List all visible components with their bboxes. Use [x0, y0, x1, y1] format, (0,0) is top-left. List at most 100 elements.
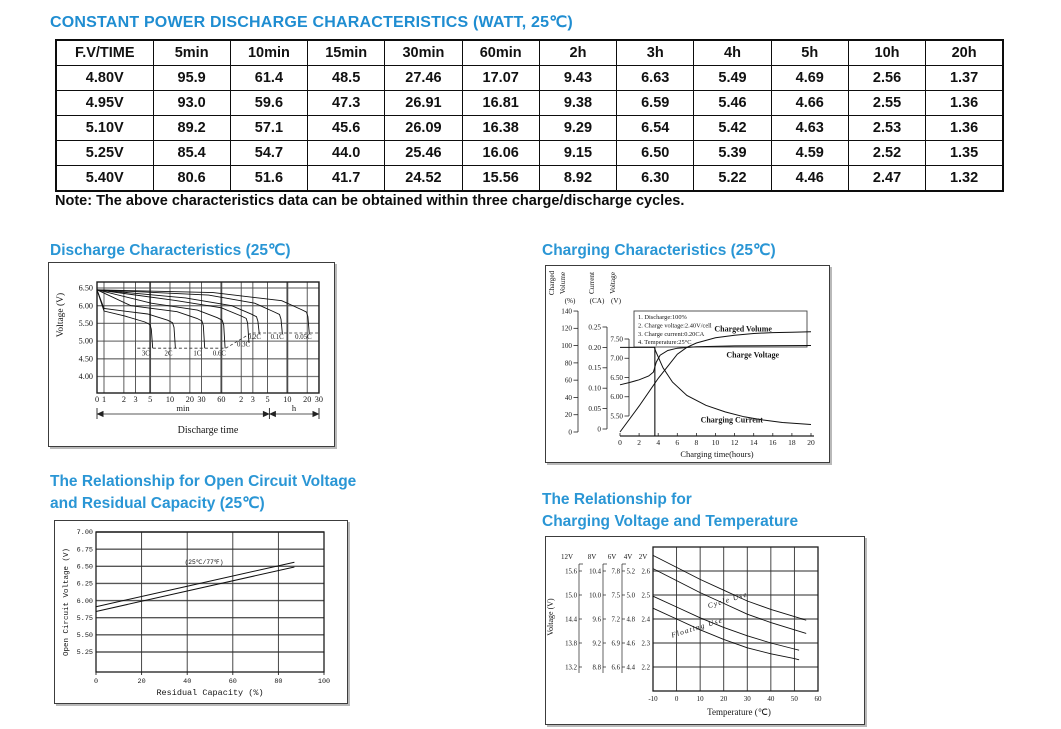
y-tick-label: 6.25 — [77, 581, 93, 589]
x-tick-label: 2 — [637, 438, 641, 447]
x-tick-label: 20 — [138, 678, 146, 686]
label-leader-dashed — [137, 332, 319, 349]
arrowhead — [262, 410, 270, 418]
discharge-curve-2C — [96, 289, 176, 349]
volume-tick-label: 140 — [561, 307, 572, 315]
scale-header: 2V — [639, 553, 648, 561]
voltage-tick-label: 6.50 — [610, 374, 623, 382]
power-table-row-label: 5.25V — [55, 140, 154, 166]
power-table-row-label: 4.95V — [55, 90, 154, 116]
power-table-cell: 1.35 — [925, 140, 1004, 166]
axis-name-current: Current — [588, 272, 596, 294]
band-floating-use-lower — [652, 607, 800, 661]
power-table-cell: 16.06 — [461, 140, 540, 166]
x-tick-label: 18 — [788, 438, 796, 447]
curve-charge-voltage — [619, 345, 812, 386]
power-table-cell: 6.63 — [616, 65, 695, 91]
section-title-ocv-line1: The Relationship for Open Circuit Voltag… — [50, 473, 357, 490]
x-tick-label: 20 — [303, 395, 311, 404]
discharge-curve-0.2C — [96, 289, 260, 335]
power-table-header-cell: 15min — [307, 39, 386, 66]
band-cycle-use-upper — [652, 554, 807, 621]
power-table-cell: 24.52 — [384, 165, 463, 192]
power-table-cell: 44.0 — [307, 140, 386, 166]
scale-value: 4.6 — [627, 640, 636, 647]
power-table-cell: 2.47 — [847, 165, 927, 192]
x-tick-label: 3 — [133, 395, 137, 404]
y-axis-label: Open Circuit Voltage (V) — [63, 548, 71, 656]
scale-value: 15.6 — [565, 568, 577, 575]
power-table-cell: 54.7 — [229, 140, 309, 166]
power-table-cell: 6.59 — [616, 90, 695, 116]
x-tick-label: 10 — [697, 695, 705, 703]
volume-tick-label: 120 — [561, 325, 572, 333]
power-table-row-label: 5.40V — [55, 165, 154, 192]
power-table-cell: 4.59 — [770, 140, 849, 166]
curve-rate-label: 0.1C — [271, 334, 284, 341]
scale-value: 7.8 — [612, 568, 621, 575]
power-table-cell: 4.66 — [770, 90, 849, 116]
scale-value: 2.2 — [642, 664, 651, 671]
voltage-tick-label: 7.00 — [610, 355, 623, 363]
curve-rate-label: 0.2C — [248, 334, 261, 341]
power-table-header-cell: 10min — [229, 39, 309, 66]
table-note: Note: The above characteristics data can… — [55, 193, 685, 209]
power-table-cell: 93.0 — [152, 90, 231, 116]
power-table-cell: 25.46 — [384, 140, 463, 166]
power-table-header-cell: 3h — [616, 39, 695, 66]
x-tick-label: 2 — [122, 395, 126, 404]
power-table-cell: 61.4 — [229, 65, 309, 91]
arrowhead — [96, 410, 104, 418]
scale-value: 4.4 — [627, 664, 636, 671]
power-table-cell: 6.54 — [616, 115, 695, 141]
section-title-ocv: The Relationship for Open Circuit Voltag… — [50, 471, 356, 515]
voltage-tick-label: 5.50 — [610, 412, 623, 420]
power-table-row-label: 5.10V — [55, 115, 154, 141]
power-table-row-label: 4.80V — [55, 65, 154, 91]
discharge-curve-1C — [96, 289, 206, 349]
scale-value: 7.5 — [612, 592, 621, 599]
scale-value: 13.2 — [565, 664, 577, 671]
use-mode-label: Cycle Use — [707, 589, 749, 610]
section-title-ocv-line2: and Residual Capacity (25℃) — [50, 495, 265, 512]
power-table-cell: 4.69 — [770, 65, 849, 91]
axis-unit-ca: (CA) — [590, 297, 605, 305]
power-table-cell: 41.7 — [307, 165, 386, 192]
power-table-cell: 26.91 — [384, 90, 463, 116]
x-tick-label: 30 — [197, 395, 205, 404]
power-table-cell: 27.46 — [384, 65, 463, 91]
temperature-annotation: (25℃/77℉) — [185, 559, 224, 566]
power-table-cell: 8.92 — [538, 165, 618, 192]
power-table-cell: 80.6 — [152, 165, 231, 192]
plot-border — [95, 531, 325, 673]
power-table-cell: 2.56 — [847, 65, 927, 91]
power-table-cell: 9.15 — [538, 140, 618, 166]
power-table: F.V/TIME 5min 10min 15min 30min 60min 2h 3h 4h 5h… — [55, 39, 1004, 192]
discharge-curve-0.05C — [96, 289, 310, 335]
scale-value: 2.3 — [642, 640, 651, 647]
page-title: CONSTANT POWER DISCHARGE CHARACTERISTICS… — [50, 14, 573, 31]
axis-name-volume: Volume — [559, 272, 567, 294]
power-table-cell: 2.52 — [847, 140, 927, 166]
x-axis-label: Temperature (℃) — [707, 707, 771, 717]
condition-note: 1. Discharge:100% — [638, 314, 688, 321]
section-title-discharge: Discharge Characteristics (25℃) — [50, 242, 291, 259]
curve-label: Charged Volume — [714, 325, 772, 334]
power-table-row: 5.40V 80.6 51.6 41.7 24.52 15.56 8.92 6.30 5.22 4… — [55, 165, 1004, 192]
x-tick-label: 16 — [769, 438, 777, 447]
x-unit-h: h — [292, 403, 297, 413]
scale-header: 8V — [588, 553, 597, 561]
power-table-cell: 95.9 — [152, 65, 231, 91]
volume-tick-label: 0 — [568, 428, 572, 436]
axis-name-voltage: Voltage — [609, 272, 617, 294]
power-table-cell: 1.37 — [925, 65, 1004, 91]
scale-value: 10.0 — [589, 592, 601, 599]
power-table-cell: 6.30 — [616, 165, 695, 192]
charging-chart-svg: Charged Volume Current Voltage(%) (CA) (V)140… — [548, 270, 815, 459]
scale-value: 10.4 — [589, 568, 601, 575]
ocv-line-lower — [95, 566, 295, 612]
x-tick-label: 50 — [791, 695, 799, 703]
current-tick-label: 0.10 — [588, 385, 601, 393]
discharge-chart-svg: 6.506.005.505.004.504.000 1 2 3 5 10 20 30 60 2 3 5… — [55, 281, 323, 436]
